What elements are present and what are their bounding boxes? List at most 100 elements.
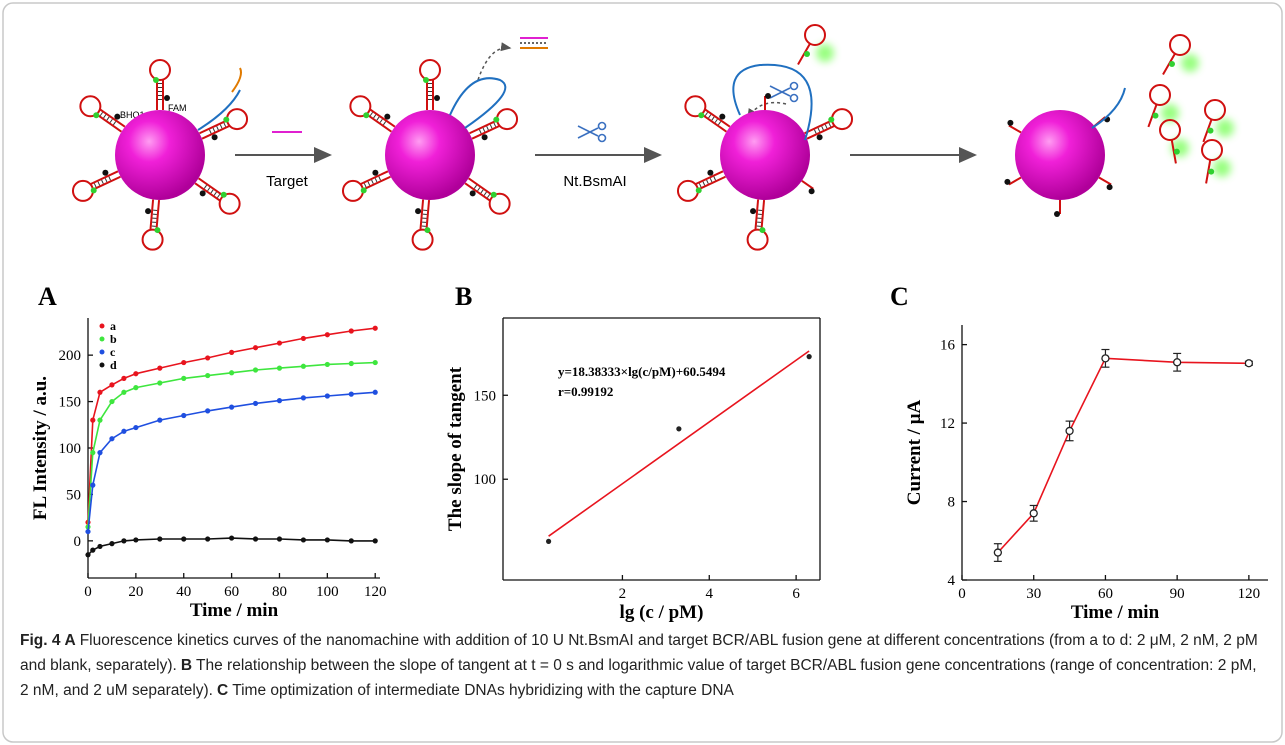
loop [676, 179, 699, 202]
x-tick-label: 60 [224, 584, 239, 600]
data-point [276, 340, 283, 346]
data-point [348, 391, 354, 397]
stem [366, 113, 392, 133]
x-axis-label: Time / min [1071, 602, 1160, 623]
loop [684, 95, 707, 118]
panel-label: A [38, 282, 57, 311]
fluorophore [154, 227, 161, 234]
data-point [993, 548, 1003, 557]
data-point [85, 528, 91, 535]
y-tick-label: 150 [474, 388, 497, 404]
fluorophore [1207, 127, 1214, 134]
quencher [102, 169, 109, 176]
stem [92, 175, 121, 191]
data-point [300, 537, 307, 543]
stem [199, 119, 228, 135]
data-point [205, 355, 211, 361]
step-label: Nt.BsmAI [563, 173, 626, 190]
pairs [151, 209, 158, 230]
x-axis-label: lg (c / pM) [620, 602, 704, 623]
gold-nanoparticle [115, 110, 205, 200]
data-point [109, 541, 115, 547]
data-point [324, 332, 330, 338]
loop [411, 228, 434, 251]
pairs [473, 184, 493, 200]
x-tick-label: 100 [316, 584, 339, 600]
stem [90, 170, 119, 185]
series-line [87, 537, 376, 556]
glow [1181, 54, 1199, 72]
fluorophore [490, 191, 497, 198]
quencher [434, 95, 440, 101]
stem [96, 113, 122, 133]
y-tick-label: 8 [948, 495, 956, 511]
quencher [1106, 184, 1113, 191]
stem [149, 199, 155, 230]
loop [804, 24, 826, 46]
data-point [121, 375, 127, 381]
data-point [157, 365, 163, 371]
loop [831, 108, 854, 131]
caption: Fig. 4 A Fluorescence kinetics curves of t… [20, 628, 1265, 703]
fluorophore [828, 116, 835, 123]
x-tick-label: 4 [706, 586, 714, 602]
data-point [205, 408, 211, 414]
gold-nanoparticle [385, 110, 475, 200]
data-point [676, 426, 682, 432]
legend-marker [99, 349, 105, 355]
annotation: y=18.38333×lg(c/pM)+60.5494 [558, 364, 726, 379]
data-point [157, 380, 163, 386]
loop [1159, 119, 1181, 141]
quencher [211, 134, 218, 141]
fluorophore [363, 112, 370, 119]
annotation: r=0.99192 [558, 384, 613, 399]
data-point [109, 398, 115, 405]
data-point [133, 371, 139, 377]
stem [754, 199, 760, 230]
x-tick-label: 80 [272, 584, 287, 600]
series-line [548, 350, 810, 537]
stem [701, 113, 727, 133]
loop [1149, 84, 1171, 106]
loop [349, 95, 372, 118]
data-point [205, 536, 211, 542]
legend-label: c [110, 345, 116, 359]
x-tick-label: 20 [128, 584, 143, 600]
fluorophore [493, 116, 500, 123]
fluorophore [1173, 148, 1180, 155]
fluorophore [698, 112, 705, 119]
fluorophore [360, 187, 367, 194]
caption-letter: B [180, 657, 193, 674]
stem [695, 170, 724, 185]
data-point [85, 552, 91, 558]
stem [468, 177, 494, 197]
pairs [97, 110, 117, 126]
data-point [90, 482, 96, 488]
stem [760, 200, 766, 231]
pairs [91, 176, 111, 189]
figure-number: Fig. 4 [20, 632, 61, 649]
pairs [479, 121, 499, 134]
pairs [814, 121, 834, 134]
data-point [372, 538, 378, 544]
fluorophore [424, 227, 431, 234]
y-tick-label: 100 [474, 472, 497, 488]
data-point [97, 417, 103, 423]
probe-strand [449, 77, 507, 129]
x-tick-label: 0 [958, 586, 966, 602]
stem [464, 182, 491, 202]
fluorophore [153, 77, 159, 83]
stem [425, 200, 431, 231]
y-tick-label: 16 [940, 338, 956, 354]
stem [804, 119, 833, 135]
stem [697, 175, 726, 191]
data-point [97, 389, 103, 395]
x-tick-label: 2 [619, 586, 627, 602]
loop [341, 179, 364, 202]
fluorophore [804, 51, 810, 58]
data-point [545, 538, 552, 544]
y-tick-label: 200 [59, 348, 82, 364]
loop [218, 192, 241, 215]
